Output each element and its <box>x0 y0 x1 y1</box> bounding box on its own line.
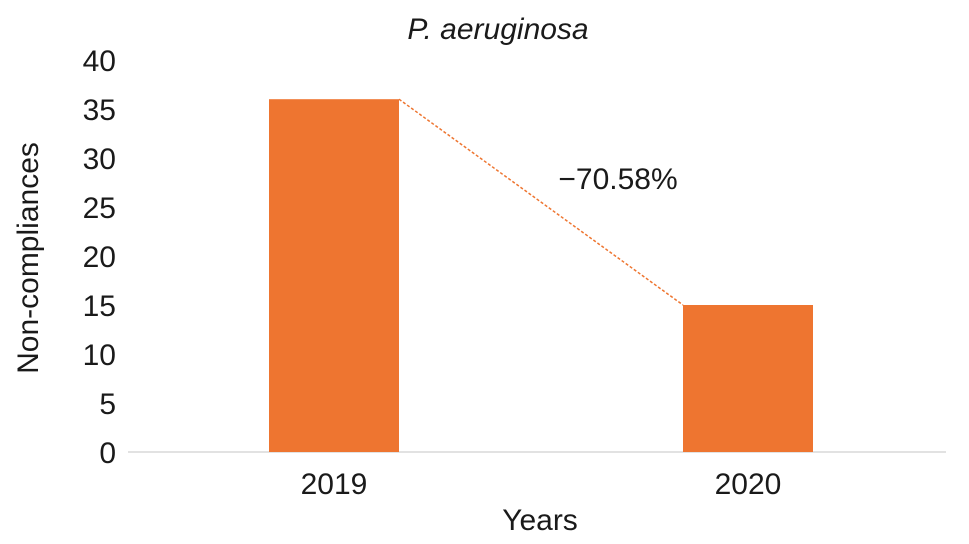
x-tick-label: 2019 <box>301 468 368 501</box>
y-tick-label: 40 <box>83 45 116 78</box>
y-tick-label: 15 <box>83 290 116 323</box>
x-tick-label: 2020 <box>715 468 782 501</box>
y-tick-label: 0 <box>99 437 116 470</box>
bars <box>269 99 813 452</box>
bar-2020 <box>683 305 813 452</box>
y-tick-label: 25 <box>83 192 116 225</box>
x-axis-label: Years <box>502 504 578 537</box>
change-annotation: −70.58% <box>558 163 677 196</box>
x-axis-ticks: 2019 2020 <box>301 468 782 501</box>
y-tick-label: 10 <box>83 339 116 372</box>
y-axis-label: Non-compliances <box>12 142 45 374</box>
y-tick-label: 35 <box>83 94 116 127</box>
y-tick-label: 30 <box>83 143 116 176</box>
y-tick-label: 20 <box>83 241 116 274</box>
chart-title: P. aeruginosa <box>407 13 588 46</box>
y-axis-ticks: 0 5 10 15 20 25 30 35 40 <box>83 45 116 470</box>
trend-line <box>398 98 684 306</box>
y-tick-label: 5 <box>99 388 116 421</box>
bar-2019 <box>269 99 399 452</box>
